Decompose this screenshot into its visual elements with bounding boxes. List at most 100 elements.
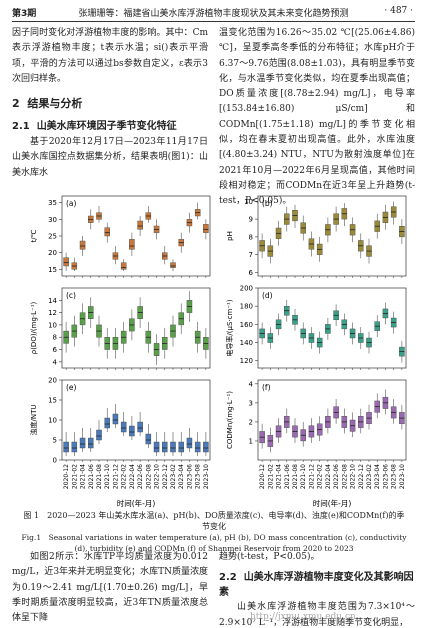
issue: 第3期 <box>12 9 37 19</box>
y-axis-label: t/℃ <box>30 229 38 242</box>
x-tick-label: 2022-10 <box>350 464 357 489</box>
box <box>88 437 94 449</box>
x-axis-label: 时间(年-月) <box>117 498 156 508</box>
y-tick-label: 30 <box>48 216 57 224</box>
x-tick-label: 2021-12 <box>112 464 119 489</box>
bottom-left: 如图2所示：水库TP平均质量浓度为0.012 mg/L，近3年来并无明显变化；水… <box>12 550 208 626</box>
x-tick-label: 2023-08 <box>195 464 202 489</box>
panel-label: (a) <box>66 199 77 208</box>
x-tick-label: 2022-04 <box>129 464 136 489</box>
box <box>194 441 201 453</box>
y-axis-label: CODMn/(mg·L⁻¹) <box>226 391 234 449</box>
x-tick-label: 2022-10 <box>154 464 161 489</box>
y-tick-label: 140 <box>240 339 253 347</box>
y-tick-label: 15 <box>48 397 57 405</box>
box <box>120 421 127 433</box>
paragraph: 温变化范围为16.26～35.02 ℃[(25.06±4.86) ℃]，呈夏季高… <box>219 28 415 207</box>
x-tick-label: 2021-12 <box>308 464 315 489</box>
y-tick-label: 180 <box>240 303 253 311</box>
x-tick-label: 2021-04 <box>276 464 283 489</box>
plot-frame <box>61 195 211 277</box>
box <box>137 220 143 230</box>
subsection-title: 山美水库环境因子季节变化特征 <box>36 121 177 133</box>
box <box>112 413 119 425</box>
x-tick-label: 2022-08 <box>145 464 152 489</box>
subsection-heading: 2.1 山美水库环境因子季节变化特征 <box>12 117 208 132</box>
y-tick-label: 10 <box>244 198 253 206</box>
caption: 图 1 2020—2023 年山美水库水温(a)、pH(b)、DO质量浓度(c)… <box>20 510 408 554</box>
y-tick-label: 1 <box>249 437 253 445</box>
subsection-number: 2.2 <box>219 572 237 584</box>
section-heading: 2 结果与分析 <box>12 95 208 111</box>
box <box>79 437 86 449</box>
box <box>104 417 110 429</box>
y-tick-label: 0 <box>53 457 57 465</box>
y-tick-label: 200 <box>240 285 253 293</box>
x-tick-label: 2021-02 <box>267 464 274 489</box>
x-tick-label: 2021-10 <box>104 464 111 489</box>
paragraph: 趋势(t-test，P<0.05)。 <box>219 552 320 562</box>
figure: 1520253035t/℃(a)678910pH(b)468101214ρ(DO… <box>29 195 407 508</box>
x-tick-label: 2021-08 <box>292 464 299 489</box>
y-tick-label: 160 <box>240 321 253 329</box>
right-column: 温变化范围为16.26～35.02 ℃[(25.06±4.86) ℃]，呈夏季高… <box>219 26 415 210</box>
panel-label: (d) <box>262 291 273 300</box>
y-tick-label: 10 <box>48 321 57 329</box>
page-number: · 487 · <box>384 6 413 16</box>
box <box>63 257 69 267</box>
panel-label: (f) <box>262 383 271 392</box>
box <box>79 240 86 250</box>
y-tick-label: 6 <box>53 346 58 354</box>
y-tick-label: 25 <box>48 233 57 241</box>
x-tick-label: 2023-02 <box>170 464 177 489</box>
x-tick-label: 2023-06 <box>382 464 389 489</box>
x-tick-label: 2022-06 <box>333 464 340 489</box>
x-tick-label: 2022-08 <box>341 464 348 489</box>
x-tick-label: 2023-10 <box>203 464 210 489</box>
x-tick-label: 2023-06 <box>186 464 193 489</box>
y-axis-label: ρ(DO)/(mg·L⁻¹) <box>30 301 38 354</box>
box <box>63 441 69 453</box>
panel-label: (b) <box>262 199 273 208</box>
y-tick-label: 14 <box>48 297 57 305</box>
x-axis-label: 时间(年-月) <box>313 498 352 508</box>
x-tick-label: 2023-08 <box>391 464 398 489</box>
y-axis-label: 浊度/NTU <box>29 405 38 436</box>
y-tick-label: 4 <box>53 358 58 366</box>
section-number: 2 <box>12 97 20 111</box>
box <box>153 441 160 453</box>
paragraph: 如图2所示：水库TP平均质量浓度为0.012 mg/L，近3年来并无明显变化；水… <box>12 552 208 624</box>
y-tick-label: 120 <box>240 357 253 365</box>
box <box>129 239 135 250</box>
x-tick-label: 2022-02 <box>317 464 324 489</box>
subsection-title: 山美水库浮游植物丰度变化及其影响因素 <box>219 572 414 599</box>
box <box>96 429 102 441</box>
box <box>186 437 193 449</box>
x-tick-label: 2022-12 <box>162 464 169 489</box>
x-tick-label: 2021-08 <box>96 464 103 489</box>
y-axis-label: pH <box>226 231 234 241</box>
section-title: 结果与分析 <box>27 97 83 111</box>
x-tick-label: 2021-04 <box>80 464 87 489</box>
box <box>170 441 176 453</box>
y-tick-label: 5 <box>53 437 57 445</box>
subsection-heading: 2.2 山美水库浮游植物丰度变化及其影响因素 <box>219 568 415 598</box>
box <box>162 441 168 453</box>
plot-frame <box>257 379 407 461</box>
box <box>120 262 127 270</box>
box <box>170 262 176 268</box>
caption-cn: 图 1 2020—2023 年山美水库水温(a)、pH(b)、DO质量浓度(c)… <box>23 511 405 531</box>
x-tick-label: 2020-12 <box>63 464 70 489</box>
x-tick-label: 2023-02 <box>366 464 373 489</box>
y-tick-label: 20 <box>48 377 57 385</box>
y-tick-label: 35 <box>48 199 57 207</box>
y-tick-label: 20 <box>48 249 57 257</box>
x-tick-label: 2021-06 <box>284 464 291 489</box>
y-tick-label: 7 <box>249 251 253 259</box>
box <box>203 441 209 453</box>
running-title: 张珊珊等：福建省山美水库浮游植物丰度现状及其未来变化趋势预测 <box>78 9 349 19</box>
y-tick-label: 8 <box>249 233 253 241</box>
y-tick-label: 9 <box>249 216 253 224</box>
x-tick-label: 2023-04 <box>178 464 185 489</box>
box <box>178 441 184 453</box>
